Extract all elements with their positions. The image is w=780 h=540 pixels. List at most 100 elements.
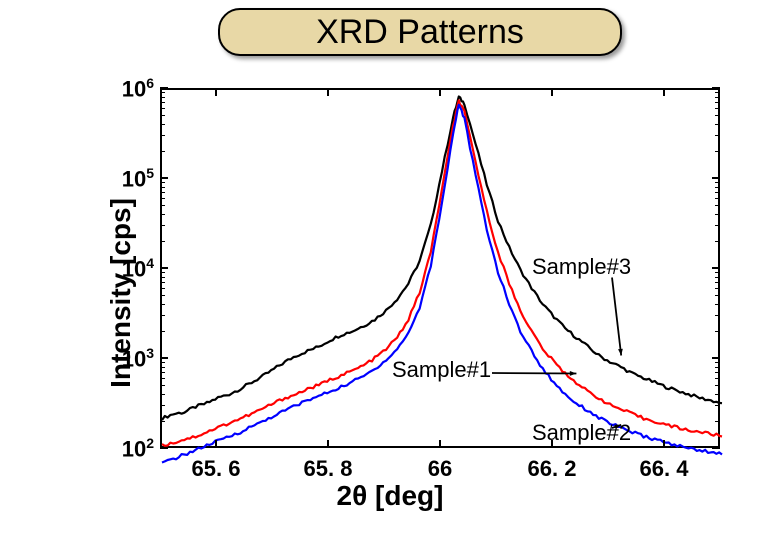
ytick-minor (715, 124, 720, 125)
ytick-minor (715, 97, 720, 98)
ytick-mark (712, 87, 720, 89)
ytick-minor (715, 214, 720, 215)
xtick-mark (215, 88, 217, 96)
ytick-minor (160, 367, 165, 368)
ytick-minor (160, 135, 165, 136)
ytick-minor (715, 225, 720, 226)
ytick-minor (715, 102, 720, 103)
annotation-arrowhead (570, 371, 577, 376)
ytick-minor (715, 405, 720, 406)
ytick-minor (715, 151, 720, 152)
ytick-label: 105 (102, 165, 154, 192)
annotation-arrow (612, 278, 621, 356)
xtick-mark (327, 440, 329, 448)
ytick-minor (715, 378, 720, 379)
ytick-minor (715, 315, 720, 316)
ytick-minor (160, 277, 165, 278)
plot-area: Sample#3Sample#1Sample#2 (160, 88, 720, 448)
ytick-minor (160, 378, 165, 379)
ytick-mark (160, 267, 168, 269)
ytick-minor (160, 102, 165, 103)
xtick-mark (215, 440, 217, 448)
ytick-minor (715, 277, 720, 278)
ytick-minor (160, 187, 165, 188)
ytick-minor (715, 421, 720, 422)
ytick-minor (160, 241, 165, 242)
ytick-minor (160, 372, 165, 373)
annotation-arrow (492, 373, 576, 374)
xtick-mark (663, 88, 665, 96)
ytick-minor (160, 151, 165, 152)
ytick-minor (715, 272, 720, 273)
ytick-minor (715, 288, 720, 289)
ytick-minor (160, 272, 165, 273)
annotation-label: Sample#3 (532, 254, 631, 280)
series-sample#2 (162, 105, 722, 463)
ytick-minor (160, 394, 165, 395)
ytick-minor (715, 295, 720, 296)
ytick-minor (160, 315, 165, 316)
ytick-minor (715, 372, 720, 373)
ytick-minor (160, 182, 165, 183)
ytick-minor (715, 241, 720, 242)
ytick-mark (160, 357, 168, 359)
ytick-minor (160, 295, 165, 296)
ytick-minor (715, 282, 720, 283)
xtick-label: 65. 6 (192, 456, 241, 482)
ytick-minor (160, 331, 165, 332)
ytick-minor (715, 187, 720, 188)
ytick-minor (160, 97, 165, 98)
xtick-label: 65. 8 (304, 456, 353, 482)
ytick-minor (160, 304, 165, 305)
title-box: XRD Patterns (218, 8, 622, 56)
ytick-minor (715, 331, 720, 332)
ytick-mark (712, 267, 720, 269)
series-sample#1 (162, 100, 722, 445)
ytick-minor (715, 394, 720, 395)
ytick-minor (160, 214, 165, 215)
xtick-mark (551, 440, 553, 448)
xtick-label: 66. 2 (528, 456, 577, 482)
title-text: XRD Patterns (316, 13, 524, 52)
x-axis-label: 2θ [deg] (337, 480, 444, 512)
ytick-minor (160, 225, 165, 226)
ytick-mark (712, 447, 720, 449)
ytick-label: 102 (102, 435, 154, 462)
ytick-minor (160, 288, 165, 289)
ytick-label: 106 (102, 75, 154, 102)
ytick-minor (715, 115, 720, 116)
ytick-minor (160, 205, 165, 206)
xtick-label: 66. 4 (640, 456, 689, 482)
ytick-mark (712, 177, 720, 179)
ytick-minor (715, 192, 720, 193)
ytick-minor (160, 282, 165, 283)
ytick-minor (160, 362, 165, 363)
ytick-minor (715, 367, 720, 368)
ytick-minor (160, 405, 165, 406)
xtick-mark (439, 440, 441, 448)
xtick-mark (327, 88, 329, 96)
ytick-minor (160, 421, 165, 422)
ytick-minor (160, 198, 165, 199)
annotation-label: Sample#1 (392, 357, 491, 383)
xrd-chart: Intensity [cps] Sample#3Sample#1Sample#2… (40, 78, 740, 508)
ytick-minor (160, 115, 165, 116)
ytick-label: 103 (102, 345, 154, 372)
ytick-minor (715, 385, 720, 386)
ytick-minor (715, 92, 720, 93)
ytick-minor (715, 362, 720, 363)
ytick-label: 104 (102, 255, 154, 282)
ytick-minor (715, 182, 720, 183)
xtick-label: 66 (428, 456, 452, 482)
ytick-mark (160, 177, 168, 179)
xtick-mark (551, 88, 553, 96)
ytick-minor (160, 385, 165, 386)
ytick-minor (715, 304, 720, 305)
ytick-minor (160, 124, 165, 125)
xtick-mark (663, 440, 665, 448)
ytick-minor (715, 108, 720, 109)
ytick-minor (160, 192, 165, 193)
ytick-mark (160, 87, 168, 89)
ytick-minor (715, 135, 720, 136)
ytick-mark (712, 357, 720, 359)
